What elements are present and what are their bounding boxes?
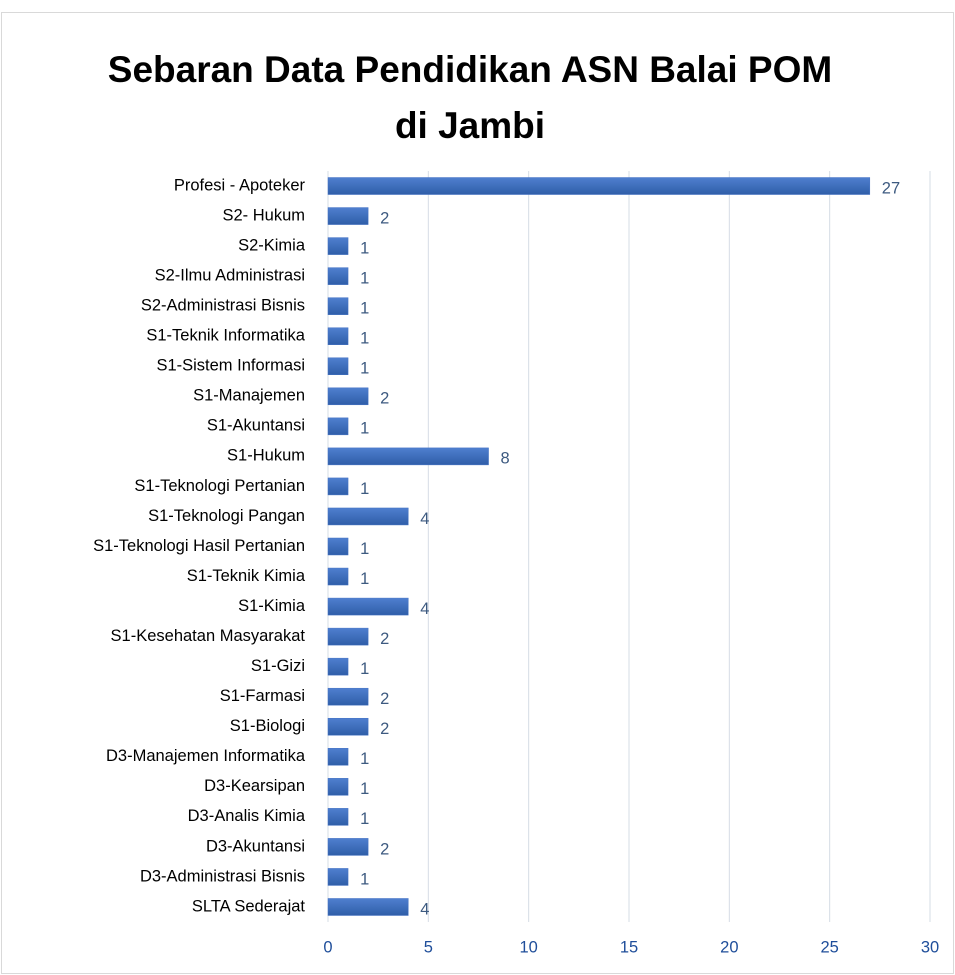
value-label: 2 xyxy=(380,840,389,858)
y-tick-label: S1-Kesehatan Masyarakat xyxy=(111,627,306,645)
y-tick-label: S1-Hukum xyxy=(227,447,305,465)
y-tick-label: SLTA Sederajat xyxy=(192,897,306,915)
bar xyxy=(327,687,369,706)
bar xyxy=(327,387,369,406)
bar xyxy=(327,417,349,436)
x-tick-label: 5 xyxy=(424,938,433,956)
value-label: 1 xyxy=(360,780,369,798)
value-label: 27 xyxy=(882,179,900,197)
x-tick-label: 20 xyxy=(720,938,738,956)
value-label: 1 xyxy=(360,239,369,257)
y-tick-label: D3-Akuntansi xyxy=(206,837,305,855)
y-tick-label: D3-Administrasi Bisnis xyxy=(140,867,305,885)
value-label: 2 xyxy=(380,630,389,648)
bar xyxy=(327,267,349,285)
bar xyxy=(327,477,349,496)
value-label: 1 xyxy=(360,810,369,828)
bar xyxy=(327,778,349,796)
y-tick-label: D3-Manajemen Informatika xyxy=(106,747,306,765)
value-label: 4 xyxy=(420,510,429,528)
x-tick-label: 15 xyxy=(620,938,638,956)
x-tick-label: 0 xyxy=(323,938,332,956)
y-tick-label: D3-Kearsipan xyxy=(204,777,305,795)
value-label: 1 xyxy=(360,570,369,588)
x-tick-label: 25 xyxy=(820,938,838,956)
chart-title: Sebaran Data Pendidikan ASN Balai POM di… xyxy=(107,49,833,146)
y-tick-label: S2-Ilmu Administrasi xyxy=(155,266,305,284)
value-label: 2 xyxy=(380,720,389,738)
bar xyxy=(327,207,369,225)
value-label: 2 xyxy=(380,209,389,227)
x-tick-label: 10 xyxy=(519,938,537,956)
value-label: 1 xyxy=(360,269,369,287)
y-tick-label: S1-Kimia xyxy=(238,597,306,615)
y-tick-label: S1-Gizi xyxy=(251,657,305,675)
x-tick-label: 30 xyxy=(921,938,939,956)
y-tick-label: S1-Sistem Informasi xyxy=(156,357,305,375)
bar xyxy=(327,808,349,826)
bar xyxy=(327,868,349,886)
y-tick-label: S1-Akuntansi xyxy=(207,417,305,435)
bar xyxy=(327,327,349,345)
value-label: 4 xyxy=(420,900,429,918)
bar xyxy=(327,657,349,676)
value-label: 1 xyxy=(360,870,369,888)
bar xyxy=(327,748,349,766)
bar xyxy=(327,447,489,466)
bar xyxy=(327,537,349,556)
value-label: 1 xyxy=(360,330,369,348)
y-tick-label: Profesi - Apoteker xyxy=(174,176,306,194)
value-label: 1 xyxy=(360,420,369,438)
bar xyxy=(327,177,871,195)
bar xyxy=(327,237,349,255)
value-label: 2 xyxy=(380,390,389,408)
value-label: 1 xyxy=(360,660,369,678)
value-label: 2 xyxy=(380,690,389,708)
bar xyxy=(327,717,369,736)
value-label: 1 xyxy=(360,480,369,498)
bar xyxy=(327,898,409,916)
value-label: 1 xyxy=(360,360,369,378)
y-tick-label: S1-Teknik Informatika xyxy=(146,327,305,345)
bar xyxy=(327,627,369,646)
y-tick-label: S1-Teknologi Hasil Pertanian xyxy=(93,537,305,555)
value-label: 1 xyxy=(360,540,369,558)
y-tick-label: S1-Teknologi Pertanian xyxy=(134,477,305,495)
value-label: 1 xyxy=(360,300,369,318)
value-label: 4 xyxy=(420,600,429,618)
y-tick-label: S1-Teknik Kimia xyxy=(187,567,306,585)
bar xyxy=(327,357,349,376)
y-tick-label: S2-Administrasi Bisnis xyxy=(141,297,305,315)
y-tick-label: S1-Farmasi xyxy=(220,687,305,705)
y-tick-label: D3-Analis Kimia xyxy=(188,807,306,825)
value-label: 1 xyxy=(360,750,369,768)
value-label: 8 xyxy=(501,450,510,468)
bar xyxy=(327,297,349,315)
chart-border xyxy=(1,12,954,974)
y-tick-label: S1-Manajemen xyxy=(193,387,305,405)
y-tick-label: S1-Teknologi Pangan xyxy=(148,507,305,525)
y-tick-label: S2-Kimia xyxy=(238,236,306,254)
bar xyxy=(327,567,349,586)
y-tick-label: S1-Biologi xyxy=(230,717,305,735)
bar xyxy=(327,838,369,856)
y-tick-label: S2- Hukum xyxy=(222,206,305,224)
bar xyxy=(327,597,409,616)
bar xyxy=(327,507,409,526)
